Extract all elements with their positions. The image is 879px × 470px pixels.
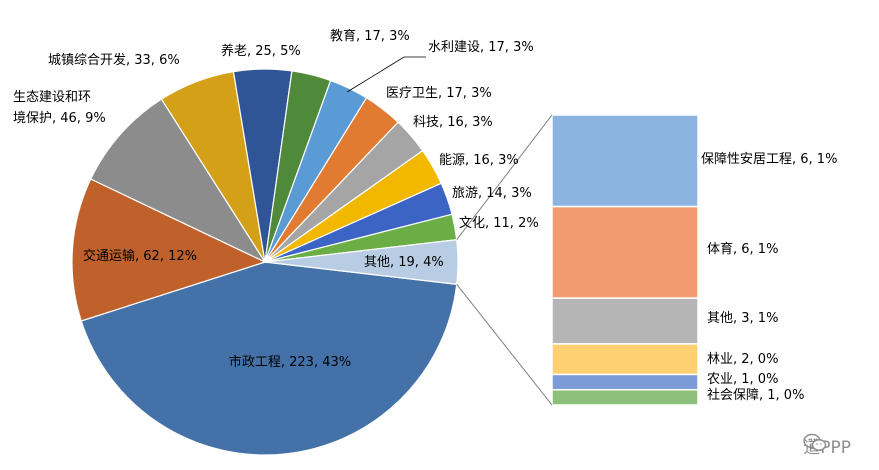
slice-label-12: 文化, 11, 2% — [459, 216, 539, 231]
slice-label-3: 生态建设和环境保护, 46, 9% — [13, 90, 106, 126]
bar-label-6: 社会保障, 1, 0% — [707, 387, 804, 403]
slice-label-13: 其他, 19, 4% — [364, 255, 444, 270]
pie-slice-13 — [264, 239, 459, 285]
bar-label-2: 体育, 6, 1% — [707, 241, 778, 257]
slice-label-11: 旅游, 14, 3% — [452, 186, 532, 201]
slice-label-4: 城镇综合开发, 33, 6% — [48, 52, 180, 68]
leader-lines — [347, 56, 553, 406]
bar-label-3: 其他, 3, 1% — [707, 311, 778, 326]
slice-label-6: 教育, 17, 3% — [330, 28, 410, 44]
bar-segment-4 — [551, 343, 699, 376]
bar-segment-5 — [551, 373, 699, 391]
bar-segment-1 — [551, 114, 699, 208]
leader-line-water — [347, 56, 426, 93]
slice-label-7: 水利建设, 17, 3% — [428, 40, 534, 55]
connector-bottom — [456, 283, 553, 406]
slice-label-8: 医疗卫生, 17, 3% — [386, 86, 492, 101]
data-labels: 市政工程, 223, 43% 交通运输, 62, 12% 生态建设和环境保护, 46… — [13, 28, 837, 403]
watermark: 道PPP — [803, 433, 851, 458]
pie-slices — [71, 68, 459, 456]
slice-label-2: 交通运输, 62, 12% — [83, 248, 197, 264]
pie-slice-3 — [89, 98, 267, 264]
bar-label-5: 农业, 1, 0% — [707, 372, 778, 387]
slice-label-9: 科技, 16, 3% — [413, 115, 493, 130]
bar-label-1: 保障性安居工程, 6, 1% — [701, 152, 837, 167]
breakdown-bar — [551, 114, 699, 406]
bar-label-4: 林业, 2, 0% — [707, 352, 778, 367]
bar-segment-6 — [551, 388, 699, 406]
bar-segment-3 — [551, 297, 699, 345]
slice-label-10: 能源, 16, 3% — [439, 153, 519, 168]
slice-label-1: 市政工程, 223, 43% — [229, 354, 351, 370]
pie-slice-1 — [80, 261, 458, 456]
connector-top — [456, 114, 553, 241]
wechat-icon — [803, 433, 827, 451]
bar-segment-2 — [551, 205, 699, 299]
pie-slice-2 — [71, 178, 267, 322]
slice-label-5: 养老, 25, 5% — [221, 43, 301, 59]
